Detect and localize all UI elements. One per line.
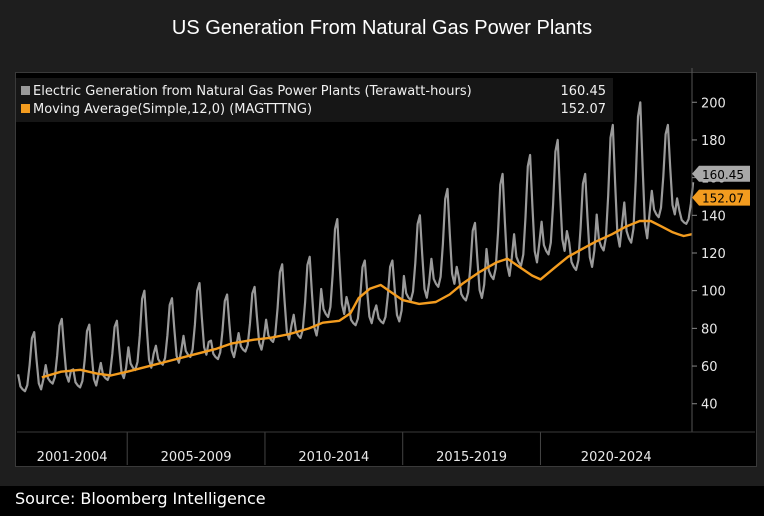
moving-average-line — [41, 219, 693, 379]
legend-series-value: 160.45 — [561, 84, 607, 99]
legend-swatch — [21, 86, 30, 95]
gas-last-value-tag-bg — [692, 165, 750, 182]
y-tick-label: 60 — [701, 360, 718, 375]
y-tick-label: 40 — [701, 398, 718, 413]
y-tick-label: 180 — [701, 134, 726, 149]
x-bands — [126, 432, 541, 465]
x-axis: 2001-2004 2005-2009 2010-2014 2015-2019 2020… — [17, 431, 755, 465]
source-bar — [0, 486, 764, 516]
x-tick-label: 2010-2014 — [298, 450, 369, 465]
x-tick-label: 2020-2024 — [581, 450, 652, 465]
gas-last-value-tag: 160.45 — [692, 165, 750, 182]
y-tick-label: 120 — [701, 247, 726, 262]
y-tick-label: 80 — [701, 322, 718, 337]
x-tick-label: 2015-2019 — [436, 450, 507, 465]
legend-series-name: Electric Generation from Natural Gas Pow… — [33, 84, 472, 99]
legend-series-name: Moving Average(Simple,12,0) (MAGTTTNG) — [33, 102, 312, 117]
legend: Electric Generation from Natural Gas Pow… — [16, 78, 613, 122]
ma-last-value-tag-text: 152.07 — [702, 192, 744, 206]
x-tick-label: 2001-2004 — [37, 450, 108, 465]
gas-last-value-tag-text: 160.45 — [702, 168, 744, 182]
gas-generation-series — [17, 101, 695, 393]
y-tick-label: 140 — [701, 209, 726, 224]
moving-average-series — [41, 219, 693, 379]
y-axis: 406080100120140160180200 — [691, 68, 726, 432]
y-tick-label: 100 — [701, 285, 726, 300]
legend-background — [16, 78, 613, 122]
source-note: Source: Bloomberg Intelligence — [15, 489, 266, 508]
chart-title: US Generation From Natural Gas Power Pla… — [171, 16, 593, 39]
ma-last-value-tag-bg — [692, 189, 750, 206]
x-tick-label: 2005-2009 — [161, 450, 232, 465]
ma-last-value-tag: 152.07 — [692, 189, 750, 206]
gas-generation-line — [17, 101, 695, 393]
chart-frame — [15, 72, 757, 467]
legend-swatch — [21, 104, 30, 113]
y-tick-label: 200 — [701, 96, 726, 111]
legend-series-value: 152.07 — [561, 102, 607, 117]
last-value-tags: 160.45 152.07 — [692, 165, 750, 206]
